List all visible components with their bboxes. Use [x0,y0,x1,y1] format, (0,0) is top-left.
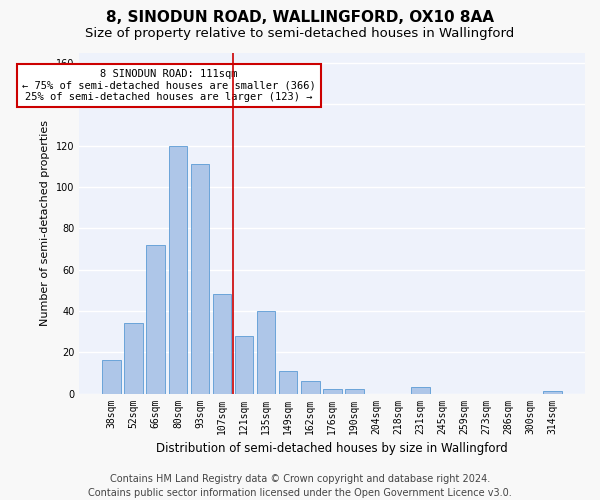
Bar [191,164,209,394]
Bar [323,390,341,394]
Bar [212,294,232,394]
Bar [235,336,253,394]
Bar [257,311,275,394]
Bar [345,390,364,394]
Bar [301,381,320,394]
Y-axis label: Number of semi-detached properties: Number of semi-detached properties [40,120,50,326]
Bar [124,324,143,394]
Bar [279,371,298,394]
Bar [146,244,165,394]
Bar [103,360,121,394]
Bar [543,392,562,394]
Text: 8, SINODUN ROAD, WALLINGFORD, OX10 8AA: 8, SINODUN ROAD, WALLINGFORD, OX10 8AA [106,10,494,25]
Text: 8 SINODUN ROAD: 111sqm
← 75% of semi-detached houses are smaller (366)
25% of se: 8 SINODUN ROAD: 111sqm ← 75% of semi-det… [22,69,316,102]
Text: Contains HM Land Registry data © Crown copyright and database right 2024.
Contai: Contains HM Land Registry data © Crown c… [88,474,512,498]
Bar [169,146,187,394]
Bar [411,388,430,394]
Text: Size of property relative to semi-detached houses in Wallingford: Size of property relative to semi-detach… [85,28,515,40]
X-axis label: Distribution of semi-detached houses by size in Wallingford: Distribution of semi-detached houses by … [157,442,508,455]
